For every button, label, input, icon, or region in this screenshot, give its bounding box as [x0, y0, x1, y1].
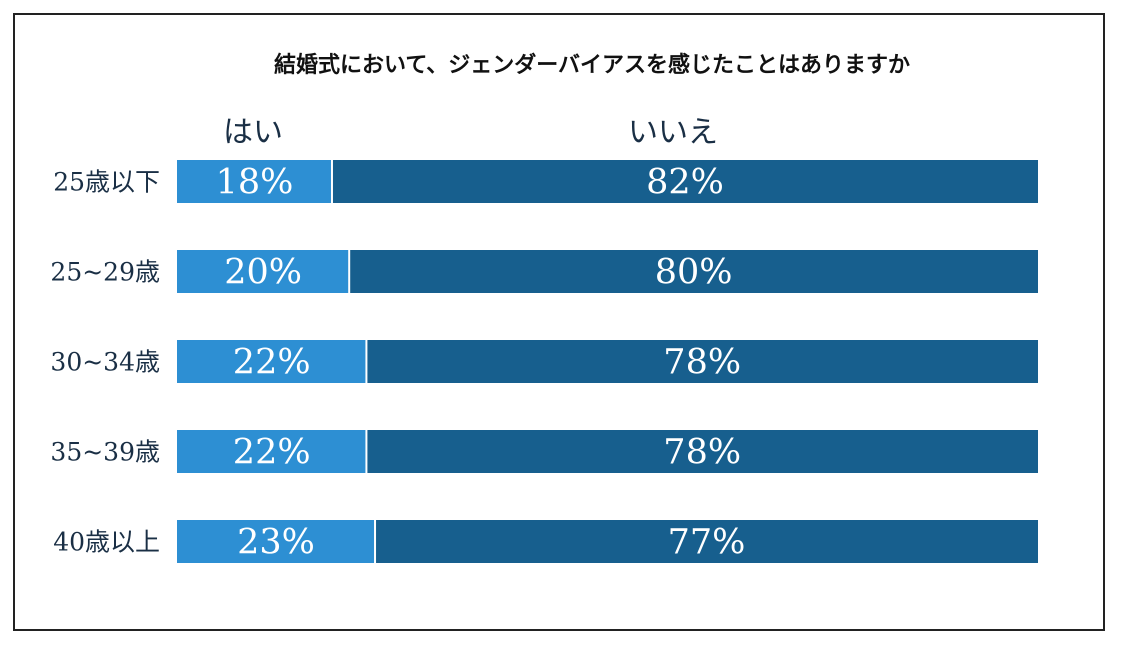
bars-group: 25歳以下 18% 82% 25~29歳 20% 80% 30~34歳 22% 78% 35~39…: [50, 160, 1039, 563]
bar-no: [366, 430, 1038, 473]
data-label-yes: 20%: [224, 253, 302, 293]
data-label-yes: 18%: [216, 163, 294, 203]
bar-separator: [348, 250, 351, 293]
chart-title: 結婚式において、ジェンダーバイアスを感じたことはありますか: [274, 52, 910, 78]
bar-no: [366, 340, 1038, 383]
legend-label-no: いいえ: [628, 115, 718, 150]
data-label-no: 77%: [668, 523, 746, 563]
bar-yes: [177, 160, 332, 203]
bar-yes: [177, 520, 376, 563]
category-label: 25歳以下: [53, 168, 160, 197]
category-label: 25~29歳: [50, 258, 160, 287]
category-label: 40歳以上: [53, 528, 160, 557]
bar-no: [349, 250, 1038, 293]
data-label-yes: 22%: [233, 343, 311, 383]
bar-yes: [177, 340, 367, 383]
category-label: 35~39歳: [50, 438, 160, 467]
bar-separator: [365, 430, 368, 473]
bar-no: [375, 520, 1038, 563]
bar-no: [331, 160, 1039, 203]
bar-yes: [177, 430, 367, 473]
data-label-yes: 23%: [237, 523, 315, 563]
data-label-no: 78%: [663, 433, 741, 473]
bar-separator: [330, 160, 333, 203]
bar-separator: [374, 520, 377, 563]
data-label-yes: 22%: [233, 433, 311, 473]
data-label-no: 78%: [663, 343, 741, 383]
category-label: 30~34歳: [50, 348, 160, 377]
data-label-no: 82%: [646, 163, 724, 203]
bar-separator: [365, 340, 368, 383]
bar-yes: [177, 250, 350, 293]
data-label-no: 80%: [655, 253, 733, 293]
legend-label-yes: はい: [223, 115, 283, 150]
